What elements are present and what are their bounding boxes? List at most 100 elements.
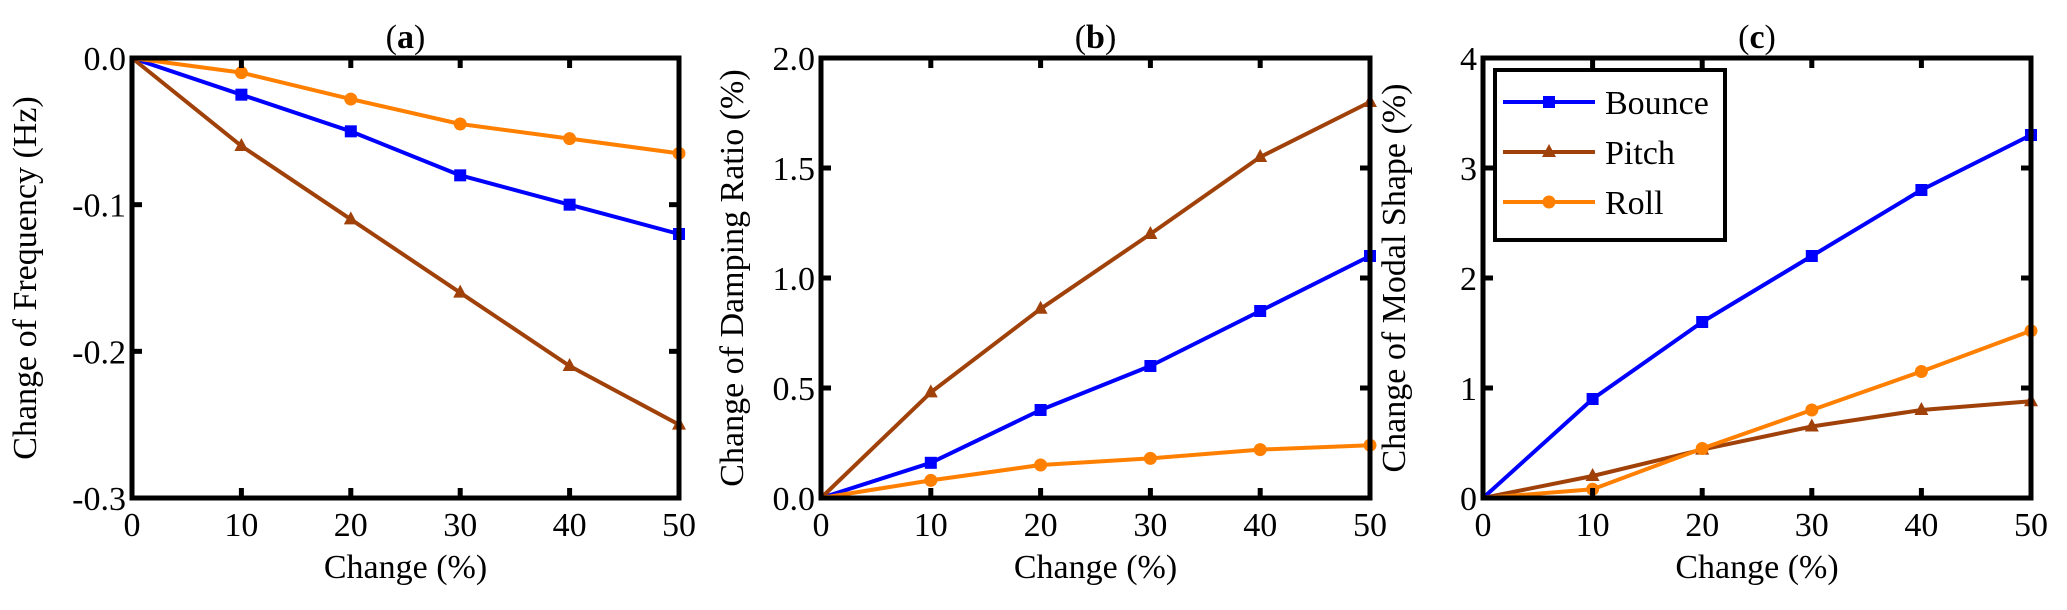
data-point-bounce	[1586, 393, 1599, 405]
legend-label: Roll	[1605, 185, 1664, 222]
panel-b: 0 10 20 30 40 50 0.0 0.5 1.0 1.5 2.0 (b) Change (%) C…	[714, 19, 1387, 586]
panel-title: (b)	[1075, 19, 1117, 56]
y-tick-label: 0	[1460, 481, 1477, 518]
legend-box	[1493, 68, 1727, 242]
data-point-pitch	[1914, 402, 1929, 415]
y-tick-label: 1	[1460, 371, 1477, 408]
data-point-roll	[453, 117, 467, 131]
y-tick-label: 4	[1460, 41, 1477, 78]
x-axis-label: Change (%)	[1014, 549, 1177, 586]
data-point-bounce	[1034, 404, 1047, 416]
data-point-pitch	[1585, 468, 1600, 481]
x-tick-label: 30	[1795, 507, 1829, 544]
legend-label: Pitch	[1605, 135, 1675, 172]
x-tick-label: 10	[914, 507, 948, 544]
data-point-bounce	[1254, 305, 1267, 317]
data-point-pitch	[1804, 418, 1819, 432]
y-axis-label: Change of Modal Shape (%)	[1376, 83, 1413, 472]
y-tick-label: 2	[1460, 261, 1477, 298]
data-point-bounce	[1144, 360, 1157, 372]
data-point-bounce	[563, 198, 576, 211]
y-tick-label: -0.3	[72, 481, 126, 518]
legend-label: Bounce	[1605, 85, 1709, 122]
series-pitch	[130, 56, 686, 430]
x-axis-label: Change (%)	[1675, 549, 1838, 586]
legend-entry-pitch: Pitch	[1503, 135, 1675, 172]
data-point-bounce	[1915, 184, 1928, 196]
x-tick-label: 40	[1904, 507, 1938, 544]
series-roll	[1482, 324, 2038, 500]
panel-c: 0 10 20 30 40 50 0 1 2 3 4 (c) Change (%) Change of M…	[1376, 19, 2048, 586]
data-point-bounce	[235, 88, 248, 101]
x-tick-label: 10	[224, 507, 258, 544]
series-line-roll	[131, 56, 680, 156]
y-tick-label: 3	[1460, 151, 1477, 188]
series-line-bounce	[820, 254, 1371, 500]
data-point-pitch	[562, 358, 577, 371]
x-tick-label: 0	[124, 507, 141, 544]
series-line-roll	[820, 443, 1371, 500]
panel-a: 0 10 20 30 40 50 -0.3 -0.2 -0.1 0.0 (a) Change (%) C…	[7, 19, 696, 586]
series-bounce	[131, 56, 685, 240]
x-tick-label: 40	[1243, 507, 1277, 544]
y-tick-label: 1.0	[773, 261, 816, 298]
legend-marker-square-icon	[1543, 96, 1555, 108]
x-tick-label: 0	[1475, 507, 1492, 544]
legend-marker-triangle-icon	[1542, 144, 1556, 157]
y-tick-label: 2.0	[773, 41, 816, 78]
legend: Bounce Pitch Roll	[1493, 68, 1727, 242]
legend-marker-circle-icon	[1542, 195, 1556, 209]
legend-entry-bounce: Bounce	[1503, 85, 1709, 122]
data-point-pitch	[1033, 300, 1048, 314]
y-tick-label: -0.2	[72, 334, 126, 371]
y-tick-label: 0.5	[773, 371, 816, 408]
series-roll	[820, 438, 1377, 500]
panel-title: (c)	[1738, 19, 1776, 56]
x-tick-label: 30	[1133, 507, 1167, 544]
plot-frame	[129, 55, 682, 501]
panel-title: (a)	[386, 19, 426, 56]
data-point-roll	[1805, 403, 1819, 417]
legend-entry-roll: Roll	[1503, 185, 1664, 222]
data-point-pitch	[1143, 226, 1158, 239]
x-axis-label: Change (%)	[324, 549, 487, 586]
y-axis-label: Change of Damping Ratio (%)	[714, 69, 751, 486]
data-point-roll	[563, 132, 577, 146]
data-point-roll	[1695, 442, 1709, 455]
series-line-roll	[1482, 328, 2032, 500]
x-tick-label: 20	[334, 507, 368, 544]
y-axis-label: Change of Frequency (Hz)	[7, 96, 44, 459]
data-point-roll	[1253, 443, 1267, 457]
series-line-pitch	[819, 100, 1371, 500]
data-point-bounce	[1696, 316, 1709, 328]
x-tick-label: 30	[443, 507, 477, 544]
series-line-pitch	[130, 56, 680, 427]
x-tick-label: 40	[553, 507, 587, 544]
data-point-pitch	[343, 211, 358, 225]
y-tick-label: 0.0	[773, 481, 816, 518]
data-point-pitch	[453, 284, 468, 298]
x-tick-label: 50	[2014, 507, 2048, 544]
data-point-roll	[234, 66, 248, 80]
data-point-roll	[344, 92, 358, 106]
data-point-roll	[1143, 451, 1157, 465]
x-tick-label: 50	[1353, 507, 1387, 544]
y-tick-label: 1.5	[773, 151, 816, 188]
data-point-bounce	[344, 125, 357, 138]
data-point-roll	[924, 473, 938, 487]
data-point-bounce	[1805, 250, 1818, 262]
data-point-bounce	[454, 169, 467, 182]
x-tick-label: 50	[662, 507, 696, 544]
data-point-bounce	[924, 456, 937, 469]
series-pitch	[1482, 393, 2038, 500]
data-point-roll	[1034, 458, 1048, 472]
y-tick-label: 0.0	[84, 41, 127, 78]
data-point-pitch	[234, 138, 249, 151]
y-tick-label: -0.1	[72, 188, 126, 225]
series-bounce	[820, 250, 1376, 500]
series-line-bounce	[1481, 133, 2032, 500]
x-tick-label: 0	[813, 507, 830, 544]
data-point-pitch	[923, 384, 938, 398]
series-bounce	[1481, 129, 2037, 500]
